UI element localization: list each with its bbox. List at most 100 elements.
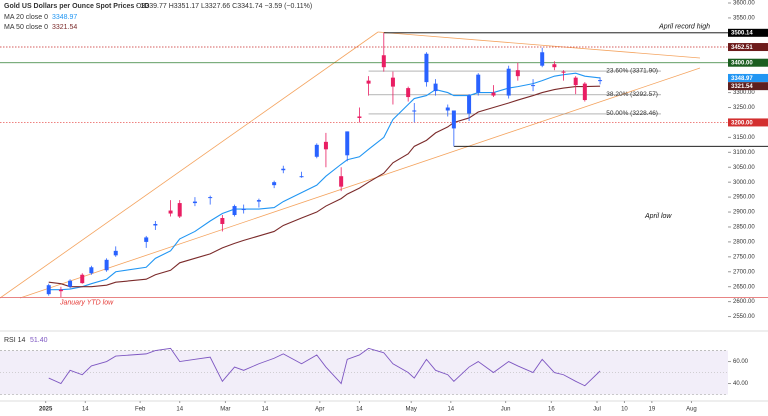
x-tick-label: Aug: [686, 407, 697, 413]
x-tick-label: 14: [447, 407, 454, 413]
candle-body: [104, 259, 109, 271]
y-tick-label: 3050.00: [733, 165, 755, 171]
x-tick-label: 2025: [39, 407, 53, 413]
x-tick-label: Feb: [135, 407, 146, 413]
annotation: April record high: [658, 24, 710, 31]
candle-body: [406, 88, 411, 98]
y-tick-label: 2800.00: [733, 239, 755, 245]
x-tick-label: 19: [649, 407, 656, 413]
candle-body: [272, 182, 277, 186]
y-tick-label: 2750.00: [733, 254, 755, 260]
x-tick-label: 14: [262, 407, 269, 413]
ma50-label: MA 50 close 0: [4, 24, 48, 31]
y-tick-label: 60.00: [733, 359, 749, 365]
price-tag: [728, 118, 768, 127]
candle-body: [68, 280, 73, 287]
candle-body: [89, 267, 94, 274]
candle-body: [582, 83, 587, 101]
price-tag-label: 3400.00: [731, 61, 753, 67]
y-tick-label: 2550.00: [733, 314, 755, 320]
price-tag: [728, 43, 768, 52]
ma20-label: MA 20 close 0: [4, 14, 48, 21]
candle-body: [445, 107, 450, 111]
candle-body: [506, 68, 511, 96]
ma20-value: 3348.97: [52, 14, 77, 21]
price-tag: [728, 58, 768, 67]
price-tag: [728, 28, 768, 37]
x-tick-label: Mar: [220, 407, 230, 413]
candle-body: [491, 92, 496, 96]
trend-lines: [0, 31, 701, 299]
x-tick-label: 14: [176, 407, 183, 413]
x-tick-label: 14: [82, 407, 89, 413]
candle-body: [515, 70, 520, 77]
candle-body: [281, 168, 286, 171]
candle-body: [208, 197, 213, 199]
candle-body: [339, 176, 344, 187]
x-tick-label: May: [406, 407, 417, 413]
candle-body: [381, 55, 386, 68]
rsi-label: RSI 14: [4, 337, 26, 344]
candle-body: [299, 176, 304, 178]
x-tick-label: 16: [548, 407, 555, 413]
candle-body: [314, 144, 319, 157]
fib-label: 38.20% (3292.57): [606, 91, 658, 98]
candle-body: [345, 131, 350, 156]
candle-body: [366, 80, 371, 84]
ohlc: O3339.77 H3351.17 L3327.66 C3341.74 −3.5…: [136, 3, 312, 10]
moving-average: [48, 72, 601, 291]
y-tick-label: 2900.00: [733, 210, 755, 216]
price-tag: [728, 82, 768, 91]
fib-label: 23.60% (3371.90): [606, 67, 658, 74]
fib-label: 50.00% (3228.46): [606, 110, 658, 117]
trend-line: [19, 67, 701, 299]
x-tick-label: Apr: [315, 407, 324, 413]
price-tag-label: 3200.00: [731, 120, 753, 126]
candle-body: [168, 210, 173, 214]
y-tick-label: 2600.00: [733, 299, 755, 305]
candle-body: [552, 64, 557, 68]
candle-body: [467, 95, 472, 114]
price-tag: [728, 73, 768, 82]
y-tick-label: 3600.00: [733, 1, 755, 7]
y-tick-label: 2700.00: [733, 269, 755, 275]
candle-body: [144, 237, 149, 242]
candle-body: [451, 110, 456, 129]
candle-body: [241, 209, 246, 211]
candle-body: [80, 274, 85, 284]
rsi-line: [48, 347, 601, 387]
candle-body: [256, 200, 261, 202]
candle-body: [561, 71, 566, 73]
title: Gold US Dollars per Ounce Spot Prices · …: [4, 3, 149, 10]
candle-body: [113, 250, 118, 256]
y-tick-label: 3150.00: [733, 135, 755, 141]
price-tag-label: 3321.54: [731, 84, 753, 90]
price-tag-label: 3452.51: [731, 45, 753, 51]
candle-body: [598, 80, 603, 82]
candle-body: [476, 74, 481, 93]
candle-body: [412, 110, 417, 112]
candle-body: [46, 285, 51, 295]
candle-body: [177, 203, 182, 217]
y-tick-label: 3100.00: [733, 150, 755, 156]
y-tick-label: 3550.00: [733, 15, 755, 21]
candle-body: [390, 77, 395, 87]
candle-body: [153, 223, 158, 226]
annotation: April low: [644, 213, 672, 220]
candle-body: [540, 52, 545, 66]
annotation: January YTD low: [59, 299, 114, 306]
x-tick-label: Jul: [593, 407, 601, 413]
y-tick-label: 2850.00: [733, 225, 755, 231]
moving-average: [48, 85, 601, 288]
x-tick-label: 14: [356, 407, 363, 413]
candle-body: [531, 85, 536, 87]
candle-body: [192, 201, 197, 204]
price-tag-label: 3500.14: [731, 31, 753, 37]
candle-body: [433, 83, 438, 92]
trend-line: [377, 31, 701, 59]
price-tag-label: 3348.97: [731, 76, 753, 82]
y-tick-label: 40.00: [733, 381, 749, 387]
y-tick-label: 3000.00: [733, 180, 755, 186]
y-tick-label: 2650.00: [733, 284, 755, 290]
